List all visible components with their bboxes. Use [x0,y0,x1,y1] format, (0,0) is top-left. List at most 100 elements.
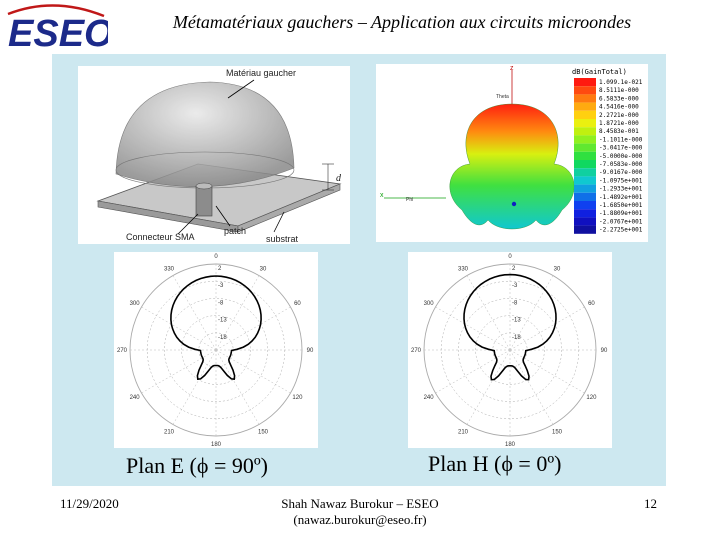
polar-e-plane: 0 30 60 90 120 150 180 210 240 270 300 330 2 -3 -8 -13 -… [114,252,318,448]
polar-ring-label: 2 [218,266,222,272]
legend-swatch [574,86,596,95]
polar-ring-label: -3 [512,283,518,289]
legend-value: -3.0417e-000 [599,145,643,152]
label-material: Matériau gaucher [226,68,296,78]
polar-angle-label: 330 [164,267,175,273]
label-phi: Phi [406,197,413,203]
label-d: d [336,173,342,184]
logo-text: ESEO [8,13,108,52]
polar-angle-label: 30 [554,267,561,273]
legend-value: 2.2721e-000 [599,112,639,119]
axis-z: z [510,65,514,72]
polar-angle-label: 240 [424,395,435,401]
legend-value: -5.0000e-000 [599,153,643,160]
polar-angle-label: 210 [458,429,469,435]
antenna-figure: d Matériau gaucher Connecteur SMA patch … [78,66,350,244]
polar-ring-label: -13 [512,318,521,324]
legend-swatch [574,192,596,201]
axis-x: x [380,192,384,199]
polar-grid [423,263,597,437]
polar-ring-label: 2 [512,266,516,272]
legend-swatch [574,209,596,218]
legend-swatch [574,78,596,87]
legend-swatch [574,160,596,169]
legend-swatch [574,184,596,193]
legend-swatch [574,127,596,136]
legend-value: 1.099.1e-021 [599,79,643,86]
pattern-curve [463,273,557,381]
polar-ring-label: -18 [512,335,521,341]
polar-angle-label: 240 [130,395,141,401]
legend-value: 6.5833e-000 [599,95,639,102]
polar-grid [129,263,303,437]
legend-value: -1.0975e+001 [599,177,643,184]
polar-angle-label: 90 [307,348,314,354]
pattern-3d-figure: z Theta x Phi dB(GainTotal) 1.099.1e-021… [376,64,648,242]
legend-swatch [574,151,596,160]
polar-angle-label: 180 [211,442,222,448]
legend-value: -2.0767e+001 [599,218,643,225]
footer-author-name: Shah Nawaz Burokur – ESEO [281,496,439,511]
polar-angle-label: 0 [508,254,512,260]
legend-swatch [574,119,596,128]
legend-swatch [574,143,596,152]
polar-angle-label: 300 [424,301,435,307]
polar-angle-label: 60 [294,301,301,307]
legend-swatch [574,217,596,226]
legend-swatch [574,94,596,103]
polar-ring-label: -3 [218,283,224,289]
page-number: 12 [644,496,657,511]
pattern-curve [170,275,262,380]
legend-swatch [574,135,596,144]
polar-angle-label: 180 [505,442,516,448]
polar-angle-label: 120 [292,395,303,401]
legend-value: -1.2933e+001 [599,186,643,193]
caption-h-plane: Plan H (ϕ = 0º) [428,451,562,476]
polar-angle-label: 330 [458,267,469,273]
footer-author-email: (nawaz.burokur@eseo.fr) [293,512,427,527]
legend-value: 8.5111e-000 [599,87,639,94]
polar-angle-label: 150 [552,429,563,435]
legend-title: dB(GainTotal) [572,68,627,76]
polar-ring-label: -8 [218,300,224,306]
label-connector: Connecteur SMA [126,232,195,242]
polar-angle-label: 270 [411,348,422,354]
polar-angle-label: 150 [258,429,269,435]
legend-value: -1.1011e-000 [599,136,643,143]
polar-h-plane: 0 30 60 90 120 150 180 210 240 270 300 330 2 -3 -8 -13 -… [408,252,612,448]
polar-angle-label: 210 [164,429,175,435]
polar-angle-label: 300 [130,301,141,307]
legend-value: 1.8721e-000 [599,120,639,127]
eseo-logo: ESEO [7,4,108,52]
label-patch: patch [224,226,246,236]
page-title: Métamatériaux gauchers – Application aux… [172,12,632,32]
polar-angle-label: 90 [601,348,608,354]
legend-swatch [574,110,596,119]
polar-angle-label: 30 [260,267,267,273]
legend-value: -1.4892e+001 [599,194,643,201]
legend-value: -7.0583e-000 [599,161,643,168]
polar-angle-label: 120 [586,395,597,401]
label-theta: Theta [496,94,509,100]
legend-swatch [574,225,596,234]
legend-value: -2.2725e+001 [599,227,643,234]
legend-swatch [574,168,596,177]
label-substrate: substrat [266,234,299,244]
legend-swatch [574,102,596,111]
caption-e-plane: Plan E (ϕ = 90º) [126,453,269,478]
polar-angle-label: 60 [588,301,595,307]
legend-value: -1.8809e+001 [599,210,643,217]
polar-ring-label: -13 [218,318,227,324]
legend-value: -1.6850e+001 [599,202,643,209]
footer-author: Shah Nawaz Burokur – ESEO (nawaz.burokur… [260,496,460,528]
legend-swatch [574,176,596,185]
polar-ring-label: -18 [218,335,227,341]
polar-angle-label: 0 [214,254,218,260]
legend-value: 4.5416e-000 [599,104,639,111]
legend-value: -9.0167e-000 [599,169,643,176]
footer-date: 11/29/2020 [60,496,119,511]
polar-ring-label: -8 [512,300,518,306]
legend-value: 8.4583e-001 [599,128,639,135]
legend-swatch [574,201,596,210]
